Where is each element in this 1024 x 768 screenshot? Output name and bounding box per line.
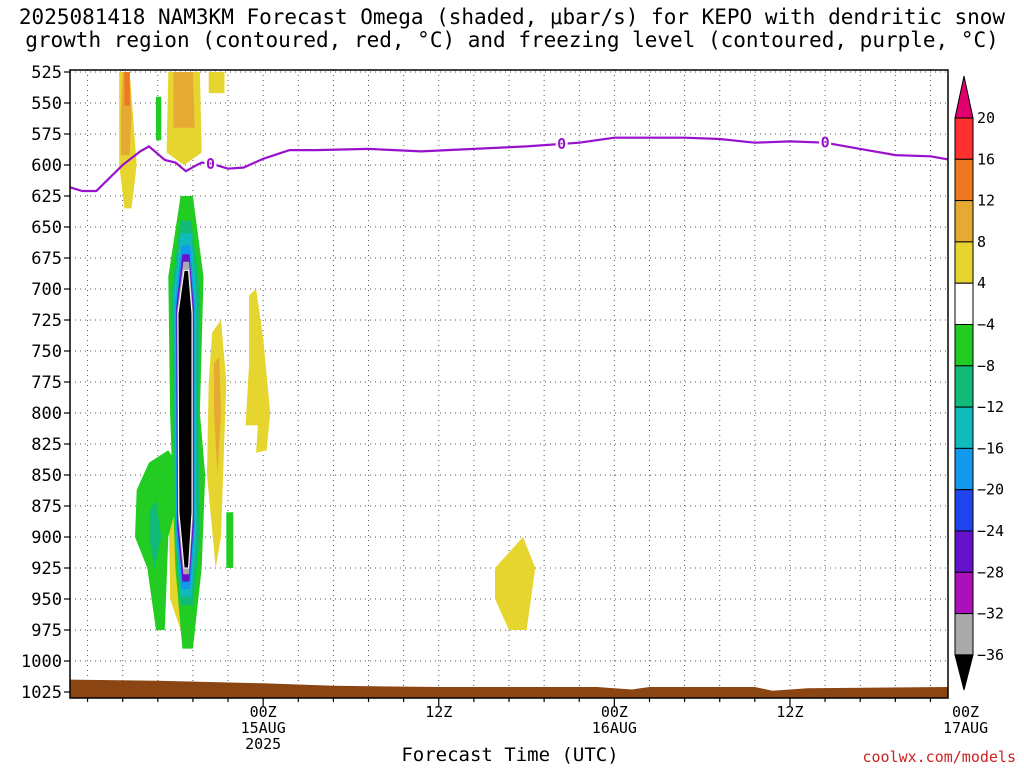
colorbar-segment [954,241,974,284]
colorbar-segment [954,489,974,532]
y-tick-label: 850 [31,466,62,486]
colorbar-segment [954,324,974,367]
y-tick-label: 1000 [21,652,62,672]
x-tick-label: 17AUG [943,719,988,737]
colorbar-segment [954,447,974,491]
colorbar-segment [954,117,974,160]
colorbar-segment [954,365,974,408]
freezing-level-line [70,136,948,193]
colorbar-label: −28 [977,563,1004,581]
colorbar-label: −8 [977,357,995,375]
x-tick-label: 12Z [425,703,452,721]
freezing-label-bg [204,156,217,172]
colorbar-label: −4 [977,316,995,334]
freezing-level-label: 0 [206,155,215,173]
omega-area [208,72,225,94]
terrain [70,679,948,698]
colorbar-segment [954,613,974,656]
colorbar-label: −36 [977,646,1004,664]
colorbar-top-arrow [954,75,974,119]
colorbar-bottom-arrow [954,654,974,691]
omega-core-outline [177,269,193,569]
freezing-label-bg [555,135,568,151]
omega-area [149,499,162,568]
y-tick-label: 825 [31,435,62,455]
credit-text: coolwx.com/models [862,748,1016,766]
y-tick-label: 525 [31,63,62,83]
omega-area [226,512,234,568]
x-tick-label: 15AUG [241,719,286,737]
colorbar-label: −12 [977,398,1004,416]
y-tick-label: 800 [31,404,62,424]
terrain-area [70,679,948,698]
omega-area [124,72,130,106]
colorbar: 20 16 12 8 4 −4 −8 −12 −16 −20 −24 −28 −32 −36 [954,75,1004,691]
x-tick-label: 16AUG [592,719,637,737]
colorbar-segment [954,200,974,243]
freezing-label-bg [819,134,832,150]
colorbar-segment [954,406,974,449]
y-tick-label: 625 [31,187,62,207]
y-tick-label: 725 [31,311,62,331]
x-tick-label: 00Z [601,703,628,721]
x-tick-label: 00Z [952,703,979,721]
colorbar-segment [954,571,974,615]
omega-area [495,537,536,630]
colorbar-label: 8 [977,233,986,251]
chart-title: 2025081418 NAM3KM Forecast Omega (shaded… [0,6,1024,52]
x-axis-title: Forecast Time (UTC) [401,744,619,766]
y-tick-label: 775 [31,373,62,393]
y-tick-label: 1025 [21,683,62,703]
y-tick-label: 650 [31,218,62,238]
omega-area [178,270,192,568]
colorbar-label: 20 [977,109,995,127]
y-tick-label: 925 [31,559,62,579]
y-tick-label: 675 [31,249,62,269]
omega-area [173,72,195,128]
title-line-2: growth region (contoured, red, °C) and f… [25,28,999,52]
y-tick-label: 575 [31,125,62,145]
title-line-1: 2025081418 NAM3KM Forecast Omega (shaded… [18,5,1006,29]
colorbar-label: −32 [977,605,1004,623]
colorbar-label: 4 [977,274,986,292]
freezing-level: 0 0 0 [70,134,948,193]
y-tick-label: 700 [31,280,62,300]
x-tick-label: 12Z [776,703,803,721]
y-tick-label: 975 [31,621,62,641]
y-tick-label: 750 [31,342,62,362]
colorbar-label: 12 [977,192,995,210]
freezing-level-label: 0 [557,135,566,153]
omega-area [156,96,162,141]
y-tick-label: 550 [31,94,62,114]
colorbar-label: −16 [977,439,1004,457]
y-axis: 525 550 575 600 625 650 675 700 725 750 775 800 825 8… [21,63,70,703]
y-tick-label: 950 [31,590,62,610]
colorbar-label: −24 [977,522,1004,540]
freezing-level-label: 0 [821,134,830,152]
y-tick-label: 600 [31,156,62,176]
y-tick-label: 875 [31,497,62,517]
colorbar-label: 16 [977,150,995,168]
omega-shading [119,72,536,649]
colorbar-segment [954,530,974,573]
colorbar-segment [954,158,974,202]
x-tick-label: 2025 [245,735,281,753]
omega-area [214,357,221,475]
omega-area [245,289,271,453]
y-tick-label: 900 [31,528,62,548]
colorbar-segment [954,282,974,326]
x-tick-label: 00Z [250,703,277,721]
colorbar-label: −20 [977,481,1004,499]
